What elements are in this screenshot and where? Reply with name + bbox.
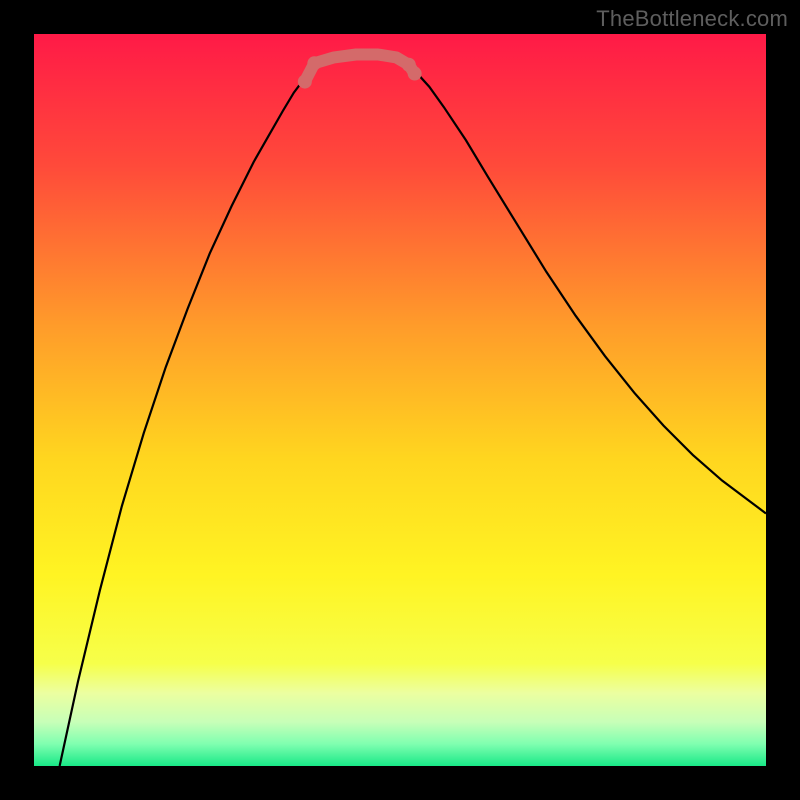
chart-frame: TheBottleneck.com bbox=[0, 0, 800, 800]
highlight-marker bbox=[408, 67, 422, 81]
gradient-background bbox=[34, 34, 766, 766]
plot-area bbox=[34, 34, 766, 766]
bottleneck-chart bbox=[34, 34, 766, 766]
watermark-text: TheBottleneck.com bbox=[596, 6, 788, 32]
highlight-marker bbox=[298, 75, 312, 89]
highlight-marker bbox=[307, 56, 321, 70]
